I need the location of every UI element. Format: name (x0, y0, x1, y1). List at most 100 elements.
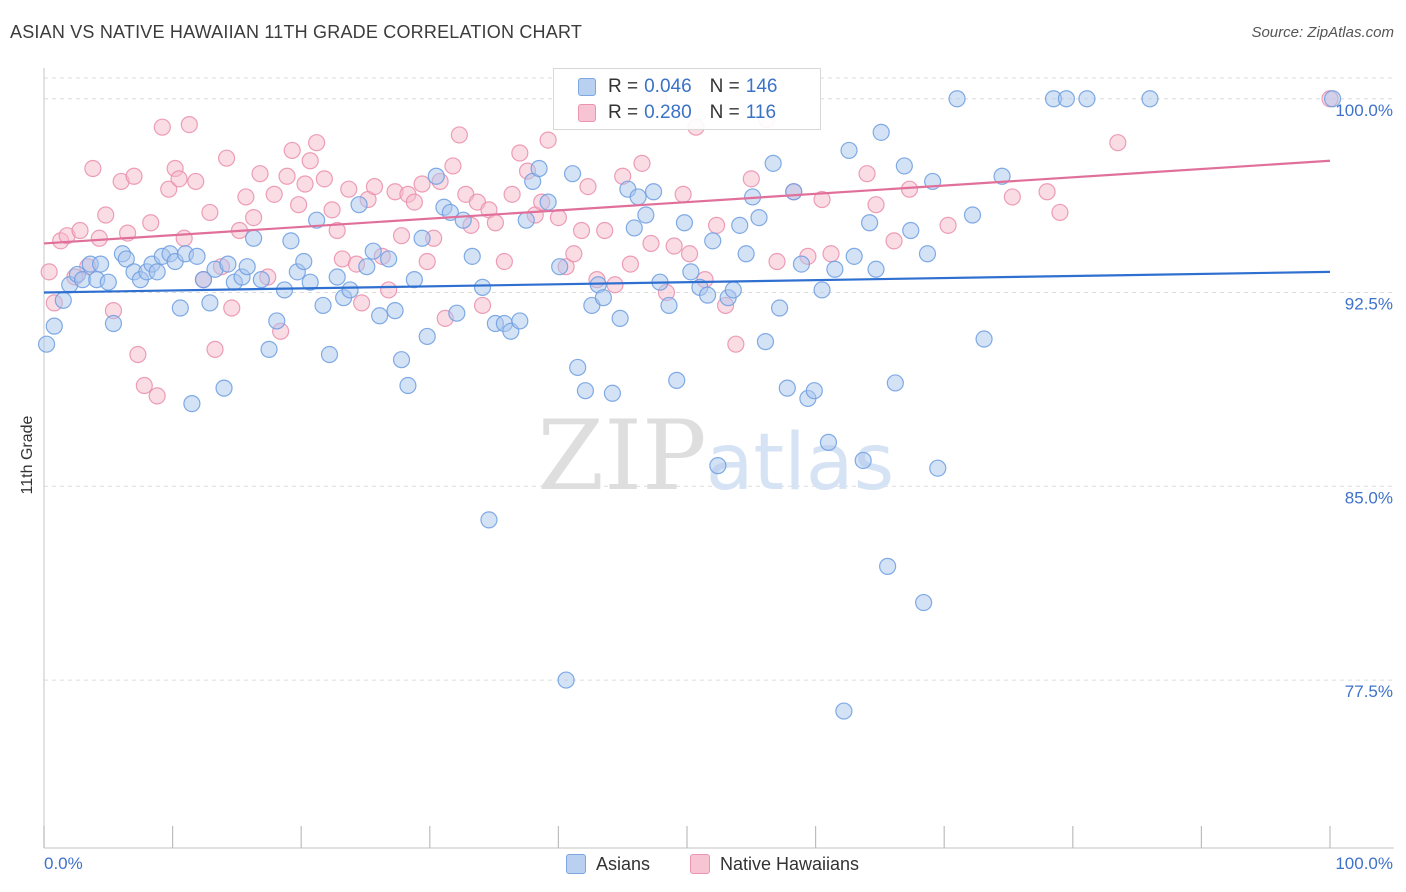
hawaiian-point (125, 167, 143, 185)
legend-n-value: 146 (745, 76, 778, 97)
asian-point (629, 188, 647, 206)
asian-point (358, 258, 376, 276)
hawaiian-point (939, 216, 957, 234)
asian-point (1323, 90, 1342, 108)
hawaiian-point (1051, 203, 1069, 222)
legend-r-label: R = (608, 102, 639, 123)
hawaiian-point (822, 245, 840, 263)
hawaiian-point (742, 170, 760, 188)
legend-item-asians[interactable]: Asians (566, 852, 650, 876)
asian-point (660, 296, 678, 315)
hawaiian-point (768, 252, 786, 271)
y-tick-label: 100.0% (1335, 101, 1393, 120)
asian-point (320, 345, 339, 364)
asian-point (845, 247, 863, 265)
hawaiian-point (328, 221, 346, 240)
asian-point (454, 211, 472, 229)
asian-point (1141, 90, 1159, 108)
hawaiian-point (858, 165, 876, 183)
y-tick-label: 92.5% (1345, 295, 1393, 314)
axes (43, 68, 1394, 849)
asian-point (668, 371, 686, 389)
asian-point (785, 183, 803, 201)
series-native-hawaiians (40, 90, 1339, 405)
asian-point (764, 154, 782, 172)
asians-legend-swatch (566, 854, 586, 874)
asian-point (99, 273, 117, 291)
asian-point (511, 312, 529, 330)
asian-point (104, 314, 123, 333)
hawaiian-point (473, 296, 492, 315)
watermark-zip: ZIP (537, 400, 706, 512)
hawaiian-point (223, 299, 241, 317)
hawaiian-point (206, 340, 224, 358)
asian-point (569, 358, 587, 377)
asian-point (473, 278, 492, 296)
hawaiian-point (642, 234, 660, 253)
hawaiian-point (283, 141, 301, 160)
hawaiian-point (565, 245, 583, 263)
hawaiian-point (1038, 183, 1056, 201)
asian-point (328, 268, 346, 286)
asian-point (201, 294, 219, 312)
hawaiian-point (813, 190, 831, 209)
asian-point (886, 374, 904, 392)
hawaiian-point (135, 376, 153, 395)
hawaiian-point (444, 157, 462, 175)
hawaiian-point (187, 172, 205, 191)
hawaiian-point (539, 131, 557, 149)
asian-point (770, 299, 789, 317)
hawaiian-point (90, 229, 108, 247)
asian-point (295, 252, 313, 271)
series-asians (37, 90, 1342, 720)
hawaiian-point (1109, 134, 1127, 152)
legend-n-value: 116 (745, 102, 777, 123)
legend-row-asians: R = 0.046 N = 146 (578, 75, 777, 99)
hawaiian-point (175, 229, 193, 247)
asian-point (872, 123, 890, 141)
asian-point (380, 250, 398, 268)
hawaiian-point (885, 232, 903, 250)
asian-point (637, 206, 655, 224)
hawaiian-point (503, 185, 521, 203)
asian-point (45, 317, 63, 335)
asian-point (413, 229, 431, 247)
asian-point (826, 260, 844, 278)
legend-item-native-hawaiians[interactable]: Native Hawaiians (690, 852, 859, 876)
asian-point (54, 291, 72, 309)
hawaiian-point (245, 209, 263, 227)
asian-point (371, 307, 389, 325)
asian-point (731, 216, 749, 234)
hawaiian-point (392, 227, 411, 245)
hawaiian-point (142, 214, 160, 232)
asians-legend-label: Asians (596, 853, 651, 874)
asian-point (724, 281, 742, 299)
asian-point (563, 165, 582, 183)
hawaiian-point (405, 193, 423, 211)
gridlines (44, 77, 1394, 681)
asian-point (993, 167, 1011, 185)
asian-point (37, 335, 56, 353)
asian-point (750, 209, 768, 227)
asian-point (929, 459, 947, 477)
hawaiian-point (486, 214, 504, 232)
asian-trend-line (43, 270, 1331, 294)
asian-point (148, 263, 166, 281)
hawaiian-point (180, 115, 198, 134)
hawaiian-point (129, 345, 147, 364)
asian-point (948, 90, 966, 108)
asian-point (194, 271, 213, 289)
asian-point (350, 196, 368, 214)
hawaiian-point (301, 152, 319, 170)
hawaiian-point (418, 252, 436, 271)
asian-point (854, 451, 872, 470)
asian-point (861, 214, 879, 232)
hawaiian-point (450, 126, 468, 144)
asian-point (576, 382, 595, 400)
hawaiian-point (160, 180, 178, 198)
asian-point (756, 333, 775, 351)
hawaiian-point (674, 185, 692, 203)
hawaiian-point (265, 185, 283, 203)
tick-labels: 100.0% 92.5% 85.0% 77.5% 0.0% 100.0% (44, 101, 1393, 873)
